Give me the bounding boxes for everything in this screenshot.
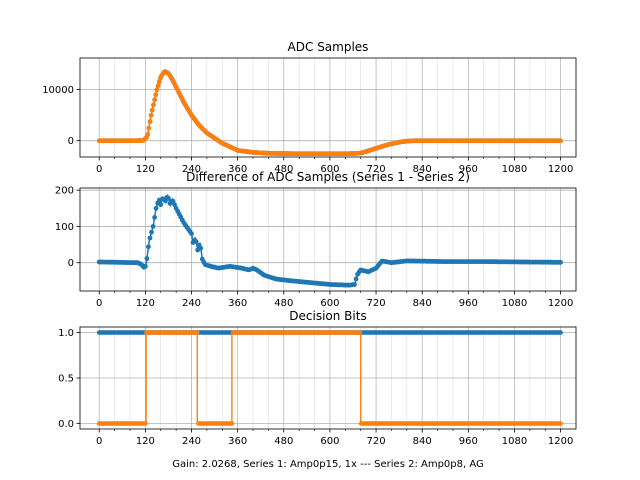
y-tick-label: 200 (55, 186, 74, 197)
data-point (143, 421, 148, 426)
x-tick-label: 1200 (548, 164, 573, 175)
x-tick-label: 1200 (548, 298, 573, 309)
x-tick-label: 480 (274, 298, 293, 309)
x-tick-label: 0 (96, 298, 102, 309)
y-tick-label: 1.0 (58, 328, 74, 339)
data-point (353, 276, 359, 282)
data-point (156, 79, 162, 85)
data-point (146, 125, 152, 131)
data-point (152, 215, 158, 220)
data-point (149, 229, 154, 235)
x-tick-label: 960 (459, 436, 478, 447)
x-tick-label: 1080 (502, 298, 527, 309)
x-tick-label: 120 (136, 164, 155, 175)
x-tick-label: 600 (320, 436, 339, 447)
axes-frame (79, 57, 577, 158)
panel-difference: 0 120 240 360 480 600 720 840 960 1080 1200 0 100 200… (55, 170, 577, 309)
x-tick-label: 840 (413, 436, 432, 447)
y-tick-label: 0.5 (58, 374, 74, 385)
y-tick-label: 0 (68, 136, 74, 147)
data-point (189, 231, 194, 237)
data-point (166, 195, 171, 201)
x-tick-label: 120 (136, 298, 155, 309)
x-tick-label: 480 (274, 164, 293, 175)
data-point (144, 256, 150, 261)
x-tick-label: 720 (367, 298, 386, 309)
data-point (558, 421, 563, 426)
data-point (172, 202, 178, 208)
data-point (163, 198, 168, 204)
x-tick-label: 840 (413, 298, 432, 309)
data-point (151, 102, 156, 108)
x-tick-label: 120 (136, 436, 155, 447)
data-point (143, 263, 148, 269)
data-point (147, 235, 153, 241)
x-tick-label: 0 (96, 436, 102, 447)
data-point (193, 239, 199, 245)
x-tick-label: 960 (459, 298, 478, 309)
data-point (154, 87, 160, 92)
x-tick-label: 600 (320, 298, 339, 309)
x-tick-label: 1080 (502, 436, 527, 447)
data-point (153, 205, 159, 211)
chart-title: Difference of ADC Samples (Series 1 - Se… (186, 170, 470, 184)
data-point (558, 138, 563, 143)
data-point (147, 119, 153, 124)
data-point (558, 330, 563, 335)
data-point (558, 259, 563, 265)
data-point (170, 198, 176, 204)
data-point (198, 245, 204, 251)
data-point (153, 92, 158, 97)
x-tick-label: 240 (182, 298, 201, 309)
x-tick-label: 840 (413, 164, 432, 175)
data-point (146, 244, 151, 250)
x-tick-label: 480 (274, 436, 293, 447)
data-point (152, 97, 157, 103)
x-tick-label: 360 (228, 436, 247, 447)
panel-adc-samples: 0 120 240 360 480 600 720 840 960 1080 1200 0 10000 A… (42, 40, 577, 175)
x-tick-label: 360 (228, 298, 247, 309)
figure-xlabel: Gain: 2.0268, Series 1: Amp0p15, 1x --- … (172, 459, 484, 470)
data-point (150, 224, 156, 229)
axes-frame (79, 187, 577, 292)
data-point (229, 421, 235, 426)
y-tick-label: 100 (55, 222, 74, 233)
data-point (352, 282, 357, 287)
data-point (357, 330, 363, 335)
data-point (195, 330, 200, 335)
y-tick-label: 0.0 (58, 419, 74, 430)
data-point (145, 132, 150, 137)
x-tick-label: 240 (182, 436, 201, 447)
panel-decision-bits: 0 120 240 360 480 600 720 840 960 1080 1200 0.0 0.5 1… (58, 309, 577, 447)
x-tick-label: 1080 (502, 164, 527, 175)
y-tick-label: 0 (68, 258, 74, 269)
data-point (150, 107, 155, 113)
data-point (148, 112, 154, 118)
x-tick-label: 960 (459, 164, 478, 175)
x-tick-label: 0 (96, 164, 102, 175)
chart-title: Decision Bits (289, 309, 366, 323)
x-tick-label: 600 (320, 164, 339, 175)
x-tick-label: 1200 (548, 436, 573, 447)
chart-title: ADC Samples (288, 40, 369, 54)
data-point (158, 202, 164, 208)
x-tick-label: 360 (228, 164, 247, 175)
x-tick-label: 720 (367, 436, 386, 447)
data-point (155, 83, 161, 89)
y-tick-label: 10000 (42, 85, 74, 96)
x-tick-label: 720 (367, 164, 386, 175)
x-tick-label: 240 (182, 164, 201, 175)
